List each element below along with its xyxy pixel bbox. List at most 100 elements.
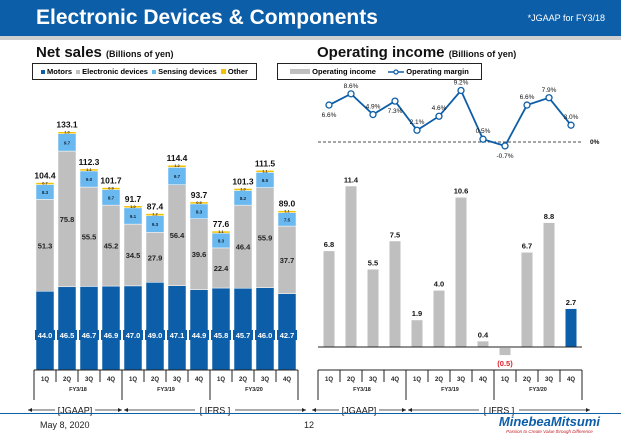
op-income-value-label: 5.5	[368, 258, 378, 267]
other-value-label: 0.7	[42, 181, 48, 186]
electronic-value-label: 45.2	[104, 242, 119, 251]
op-margin-point	[413, 126, 421, 134]
op-income-bar	[543, 222, 555, 347]
op-income-fiscal-year-label: FY3/19	[441, 387, 459, 393]
op-margin-point	[457, 86, 465, 95]
net-sales-title-text: Net sales	[36, 44, 102, 61]
motors-label-bg	[189, 330, 209, 340]
legend-sensing: Sensing devices	[152, 67, 217, 76]
op-margin-value-label: 4.9%	[366, 104, 381, 111]
bar-segment-other	[145, 213, 165, 216]
total-value-label: 101.7	[100, 176, 122, 186]
motors-value-label: 45.8	[214, 331, 229, 340]
op-margin-line	[328, 88, 572, 147]
op-margin-value-label: 7.9%	[542, 87, 557, 94]
op-margin-value-label: 6.6%	[520, 94, 535, 101]
electronic-value-label: 39.6	[192, 250, 207, 259]
op-margin-point	[567, 121, 575, 129]
bar-segment-motors	[211, 287, 231, 371]
bar-segment-other	[233, 188, 253, 191]
other-value-label: 1.0	[130, 204, 136, 209]
total-value-label: 91.7	[125, 194, 142, 204]
op-margin-value-label: 8.6%	[344, 83, 359, 90]
sensing-swatch	[152, 69, 157, 74]
sensing-value-label: 8.7	[108, 195, 115, 200]
electronic-value-label: 22.4	[214, 264, 229, 273]
op-income-category-label: 4Q	[567, 377, 575, 383]
legend-op-income: Operating income	[290, 67, 376, 76]
op-income-value-label: 11.4	[344, 175, 359, 184]
op-margin-value-label: 2.1%	[410, 119, 425, 126]
sensing-value-label: 9.7	[174, 174, 181, 179]
net-sales-fiscal-year-label: FY3/19	[157, 387, 175, 393]
sensing-value-label: 8.3	[42, 190, 49, 195]
total-value-label: 104.4	[34, 171, 56, 181]
motors-label-bg	[57, 330, 77, 340]
op-income-value-label: 1.9	[412, 309, 422, 318]
legend-label: Other	[227, 67, 248, 76]
total-value-label: 112.3	[79, 157, 100, 167]
op-margin-point	[369, 110, 377, 119]
motors-label-bg	[35, 330, 55, 340]
net-sales-category-label: 4Q	[195, 377, 203, 383]
op-income-bar	[565, 308, 577, 347]
op-margin-value-label: 9.2%	[454, 79, 469, 86]
op-income-title: Operating income (Billions of yen)	[317, 44, 516, 61]
other-value-label: 1.1	[262, 168, 268, 173]
bar-segment-other	[255, 170, 275, 173]
op-income-category-label: 3Q	[545, 377, 553, 383]
legend-label: Operating margin	[406, 67, 469, 76]
other-value-label: 1.1	[284, 209, 290, 214]
motors-value-label: 47.1	[170, 331, 185, 340]
op-income-value-label: (0.5)	[497, 359, 513, 368]
electronic-value-label: 55.5	[82, 233, 97, 242]
motors-value-label: 46.0	[258, 331, 273, 340]
other-value-label: 1.0	[64, 130, 70, 135]
op-income-category-label: 2Q	[435, 377, 443, 383]
op-margin-value-label: -0.7%	[497, 153, 514, 160]
motors-swatch	[41, 69, 46, 74]
net-sales-category-label: 3Q	[85, 377, 93, 383]
sensing-value-label: 7.5	[284, 217, 291, 222]
op-margin-swatch	[388, 68, 405, 75]
op-income-unit: (Billions of yen)	[448, 49, 517, 59]
net-sales-category-label: 1Q	[41, 377, 49, 383]
legend-label: Electronic devices	[82, 67, 148, 76]
net-sales-category-label: 2Q	[151, 377, 159, 383]
sensing-value-label: 8.5	[262, 178, 269, 183]
sensing-value-label: 8.2	[240, 196, 247, 201]
bar-segment-other	[57, 131, 77, 134]
other-value-label: 1.2	[174, 163, 180, 168]
sensing-value-label: 9.0	[86, 177, 93, 182]
legend-other: Other	[220, 67, 248, 76]
bar-segment-other	[167, 164, 187, 168]
net-sales-legend: Motors Electronic devices Sensing device…	[32, 63, 257, 80]
bar-segment-other	[79, 168, 99, 172]
sensing-value-label: 8.3	[196, 209, 203, 214]
total-value-label: 93.7	[191, 190, 208, 200]
bar-segment-motors	[79, 286, 99, 371]
op-margin-point	[347, 90, 355, 98]
electronic-value-label: 51.3	[38, 241, 53, 250]
sensing-value-label: 9.1	[130, 214, 137, 219]
bar-segment-motors	[167, 285, 187, 371]
other-value-label: 0.9	[108, 186, 114, 191]
other-value-label: 1.2	[152, 212, 158, 217]
legend-electronic: Electronic devices	[76, 67, 148, 76]
bar-segment-motors	[145, 282, 165, 371]
electronic-value-label: 34.5	[126, 251, 141, 260]
net-sales-jgaap-label: [JGAAP]	[58, 406, 93, 416]
motors-label-bg	[101, 330, 121, 340]
total-value-label: 101.3	[232, 176, 254, 186]
net-sales-category-label: 2Q	[63, 377, 71, 383]
motors-value-label: 49.0	[148, 331, 163, 340]
op-income-bar	[477, 341, 489, 347]
net-sales-ifrs-label: [ IFRS ]	[200, 406, 231, 416]
op-margin-point	[523, 101, 531, 109]
op-income-value-label: 6.7	[522, 242, 532, 251]
page-number: 12	[304, 420, 315, 430]
net-sales-category-label: 3Q	[173, 377, 181, 383]
motors-label-bg	[79, 330, 99, 340]
bar-segment-motors	[189, 289, 209, 371]
op-income-bar	[367, 269, 379, 347]
